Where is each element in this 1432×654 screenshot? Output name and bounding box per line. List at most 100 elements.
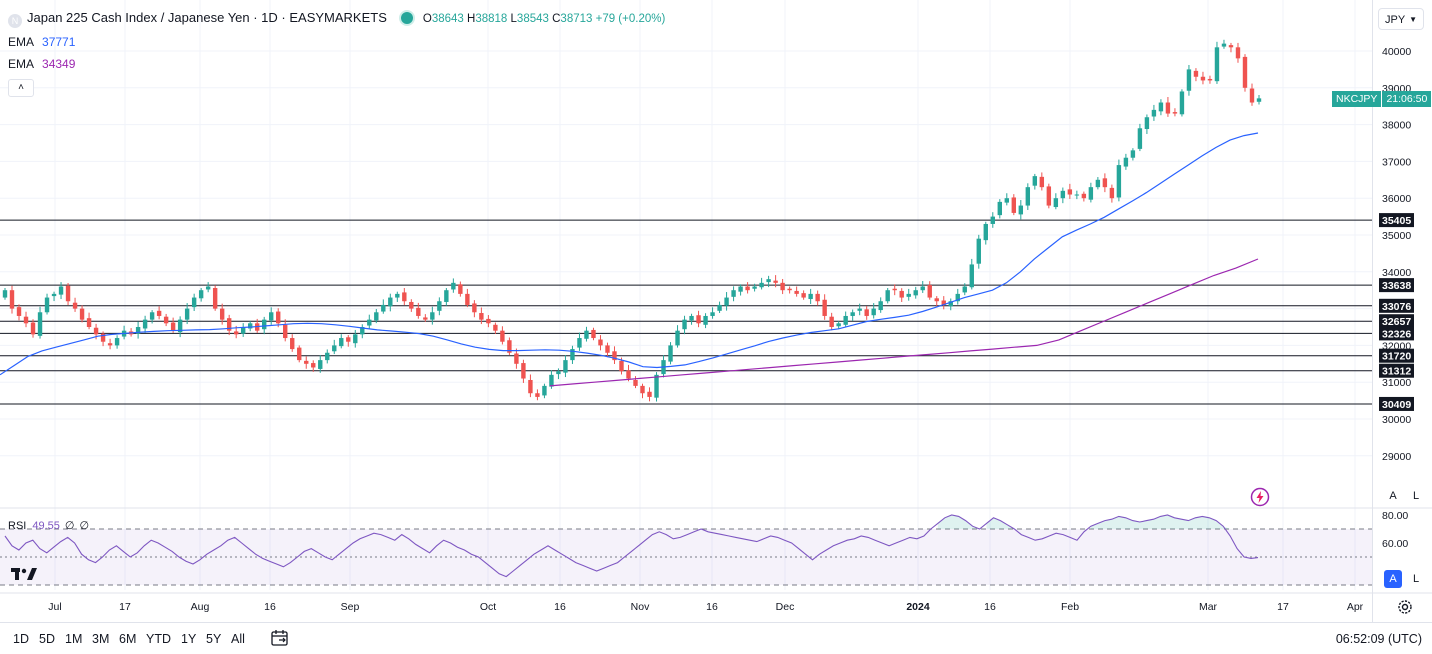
candle[interactable] bbox=[339, 334, 344, 349]
candle[interactable] bbox=[198, 287, 204, 302]
auto-scale-button[interactable]: A bbox=[1389, 490, 1397, 502]
range-1y-button[interactable]: 1Y bbox=[181, 632, 197, 646]
candle[interactable] bbox=[836, 321, 841, 330]
candle[interactable] bbox=[1018, 200, 1024, 220]
candle[interactable] bbox=[121, 325, 127, 340]
candle[interactable] bbox=[240, 323, 246, 337]
range-1d-button[interactable]: 1D bbox=[13, 632, 29, 646]
candle[interactable] bbox=[332, 339, 337, 355]
candle[interactable] bbox=[976, 234, 981, 269]
candle[interactable] bbox=[1151, 104, 1157, 121]
candle[interactable] bbox=[647, 387, 652, 402]
candle[interactable] bbox=[304, 356, 309, 369]
candle[interactable] bbox=[1214, 41, 1220, 84]
rsi-auto-scale-button[interactable]: A bbox=[1384, 570, 1402, 588]
candle[interactable] bbox=[955, 288, 960, 305]
candle[interactable] bbox=[318, 355, 323, 373]
candle[interactable] bbox=[402, 287, 407, 306]
candle[interactable] bbox=[1074, 190, 1080, 200]
candle[interactable] bbox=[51, 291, 57, 302]
candle[interactable] bbox=[1137, 123, 1143, 152]
candle[interactable] bbox=[745, 282, 750, 294]
candle[interactable] bbox=[437, 297, 442, 316]
candle[interactable] bbox=[149, 310, 155, 324]
candle[interactable] bbox=[486, 315, 491, 328]
candle[interactable] bbox=[367, 314, 372, 329]
candle[interactable] bbox=[1249, 83, 1255, 106]
candle[interactable] bbox=[990, 212, 995, 228]
range-5y-button[interactable]: 5Y bbox=[206, 632, 222, 646]
candle[interactable] bbox=[528, 374, 533, 398]
range-6m-button[interactable]: 6M bbox=[119, 632, 137, 646]
candle[interactable] bbox=[920, 281, 925, 293]
candle[interactable] bbox=[142, 315, 148, 333]
candle[interactable] bbox=[906, 288, 911, 301]
candle[interactable] bbox=[226, 314, 232, 336]
candle[interactable] bbox=[107, 338, 113, 350]
candle[interactable] bbox=[1004, 193, 1009, 206]
candle[interactable] bbox=[346, 335, 351, 347]
candle[interactable] bbox=[626, 364, 631, 382]
candle[interactable] bbox=[465, 288, 470, 308]
candle[interactable] bbox=[1116, 159, 1122, 202]
candle[interactable] bbox=[247, 321, 253, 332]
candle[interactable] bbox=[689, 313, 694, 325]
candle[interactable] bbox=[962, 283, 967, 296]
candle[interactable] bbox=[941, 296, 946, 310]
candle[interactable] bbox=[360, 324, 365, 339]
candle[interactable] bbox=[675, 325, 680, 348]
candle[interactable] bbox=[205, 282, 211, 293]
candle[interactable] bbox=[696, 310, 701, 328]
candle[interactable] bbox=[269, 307, 274, 325]
candle[interactable] bbox=[808, 288, 813, 304]
candle[interactable] bbox=[472, 300, 477, 318]
rsi-legend[interactable]: RSI 49.55 ∅ ∅ bbox=[8, 520, 90, 532]
candle[interactable] bbox=[1102, 173, 1108, 193]
candle[interactable] bbox=[276, 308, 281, 328]
candle[interactable] bbox=[1158, 99, 1164, 116]
candle[interactable] bbox=[703, 313, 708, 329]
candle[interactable] bbox=[297, 345, 302, 363]
ema-slow-legend[interactable]: EMA 34349 bbox=[8, 57, 76, 71]
candle[interactable] bbox=[1032, 173, 1038, 190]
candle[interactable] bbox=[969, 258, 974, 290]
candle[interactable] bbox=[1256, 95, 1262, 105]
candle[interactable] bbox=[1179, 89, 1185, 117]
candle[interactable] bbox=[458, 281, 463, 297]
candle[interactable] bbox=[1242, 54, 1248, 92]
candle[interactable] bbox=[1235, 42, 1241, 63]
candle[interactable] bbox=[430, 306, 435, 325]
candle[interactable] bbox=[37, 306, 43, 339]
candle[interactable] bbox=[1130, 148, 1136, 161]
log-scale-button[interactable]: L bbox=[1412, 490, 1420, 502]
candle[interactable] bbox=[570, 345, 575, 364]
candle[interactable] bbox=[1200, 71, 1206, 85]
lightning-icon[interactable] bbox=[1250, 487, 1270, 507]
candle[interactable] bbox=[738, 284, 743, 296]
candle[interactable] bbox=[500, 326, 505, 345]
candle[interactable] bbox=[878, 297, 883, 313]
candle[interactable] bbox=[290, 334, 295, 352]
candle[interactable] bbox=[815, 290, 820, 306]
candle[interactable] bbox=[100, 331, 106, 347]
candle[interactable] bbox=[1095, 177, 1101, 190]
range-all-button[interactable]: All bbox=[231, 632, 245, 646]
candle[interactable] bbox=[983, 221, 988, 245]
candle[interactable] bbox=[135, 321, 141, 339]
candle[interactable] bbox=[1067, 183, 1073, 199]
candle[interactable] bbox=[156, 306, 162, 320]
collapse-legend-button[interactable]: ˄ bbox=[8, 79, 34, 97]
candle[interactable] bbox=[177, 316, 183, 338]
candle[interactable] bbox=[325, 349, 330, 364]
candle[interactable] bbox=[850, 309, 855, 321]
candle[interactable] bbox=[682, 315, 687, 335]
settings-gear-icon[interactable] bbox=[1396, 598, 1414, 616]
candle[interactable] bbox=[668, 342, 673, 365]
calendar-goto-icon[interactable] bbox=[270, 628, 290, 648]
range-ytd-button[interactable]: YTD bbox=[146, 632, 171, 646]
candle[interactable] bbox=[598, 335, 603, 351]
candle[interactable] bbox=[395, 291, 400, 302]
candle[interactable] bbox=[381, 299, 386, 314]
candle[interactable] bbox=[16, 304, 22, 321]
ema-fast-legend[interactable]: EMA 37771 bbox=[8, 35, 76, 49]
